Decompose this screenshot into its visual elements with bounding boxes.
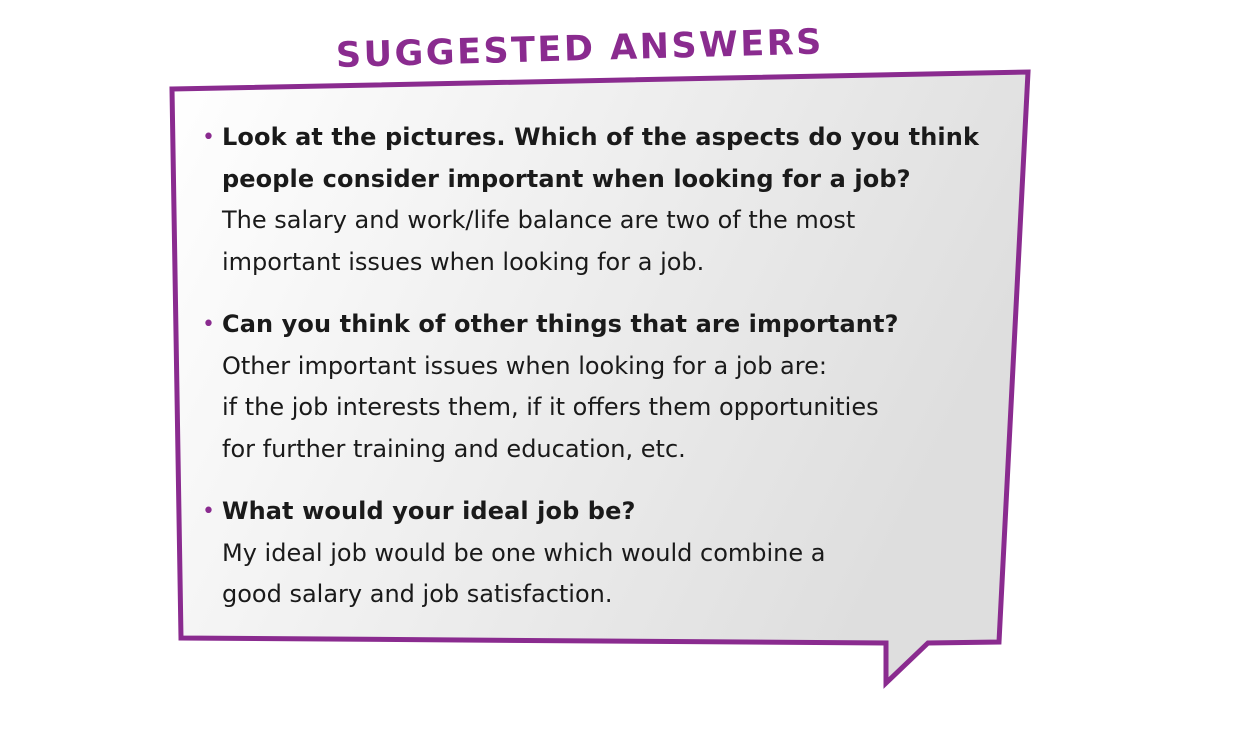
qa-list: • Look at the pictures. Which of the asp… (202, 117, 1002, 616)
answer-line: important issues when looking for a job. (222, 247, 705, 276)
question-1: Look at the pictures. Which of the aspec… (222, 117, 1002, 200)
answer-line: good salary and job satisfaction. (222, 580, 613, 608)
question-line: What would your ideal job be? (222, 497, 636, 525)
question-line: people consider important when looking f… (222, 164, 911, 193)
answer-2: Other important issues when looking for … (222, 346, 1002, 471)
question-3: What would your ideal job be? (222, 491, 1002, 533)
answer-1: The salary and work/life balance are two… (222, 200, 1002, 283)
answer-line: The salary and work/life balance are two… (222, 206, 856, 234)
answer-line: if the job interests them, if it offers … (222, 393, 879, 421)
bullet-icon: • (202, 125, 215, 150)
qa-item-2: • Can you think of other things that are… (202, 304, 1002, 470)
bullet-icon: • (202, 312, 215, 337)
bullet-icon: • (202, 499, 215, 524)
question-2: Can you think of other things that are i… (222, 304, 1002, 346)
answer-line: Other important issues when looking for … (222, 351, 827, 380)
question-line: Can you think of other things that are i… (222, 310, 899, 338)
question-line: Look at the pictures. Which of the aspec… (222, 123, 979, 151)
answer-line: My ideal job would be one which would co… (222, 538, 826, 567)
answer-line: for further training and education, etc. (222, 434, 686, 463)
answer-3: My ideal job would be one which would co… (222, 533, 1002, 616)
qa-item-1: • Look at the pictures. Which of the asp… (202, 117, 1002, 283)
qa-item-3: • What would your ideal job be? My ideal… (202, 491, 1002, 616)
speech-bubble-outline (169, 69, 1031, 689)
